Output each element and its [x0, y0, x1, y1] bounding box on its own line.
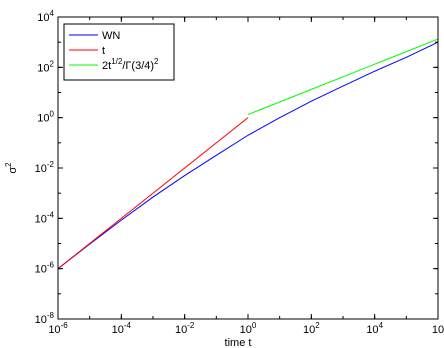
x-tick-label: 10-2	[175, 321, 195, 336]
legend-label-1: t	[102, 45, 105, 57]
axes: 10-6 10-4 10-2 100 102 104 1010-810-610-410-21…	[4, 9, 444, 348]
y-tick-label: 104	[37, 9, 54, 24]
x-tick-label: 100	[240, 321, 257, 336]
x-tick-label: 102	[303, 321, 320, 336]
y-axis-label: σ2	[4, 162, 19, 174]
y-tick-label: 100	[37, 110, 54, 125]
y-tick-label: 10-2	[35, 160, 55, 175]
x-tick-label: 104	[366, 321, 383, 336]
legend-label-0: WN	[102, 30, 120, 42]
legend-label-2: 2t1/2/Γ(3/4)2	[102, 57, 159, 72]
x-tick-label: 10-4	[112, 321, 132, 336]
legend-box	[63, 23, 175, 81]
series-line-2	[247, 38, 439, 116]
x-tick-label: 10-6	[48, 321, 68, 336]
x-tick-label: 10	[432, 324, 444, 336]
x-axis-label: time t	[225, 337, 252, 348]
y-tick-label: 102	[37, 59, 54, 74]
y-tick-label: 10-8	[35, 311, 55, 326]
series-line-0	[57, 41, 439, 270]
y-tick-label: 10-6	[35, 261, 55, 276]
plot-area	[57, 38, 439, 270]
y-tick-label: 10-4	[35, 210, 55, 225]
series-line-1	[57, 117, 249, 270]
